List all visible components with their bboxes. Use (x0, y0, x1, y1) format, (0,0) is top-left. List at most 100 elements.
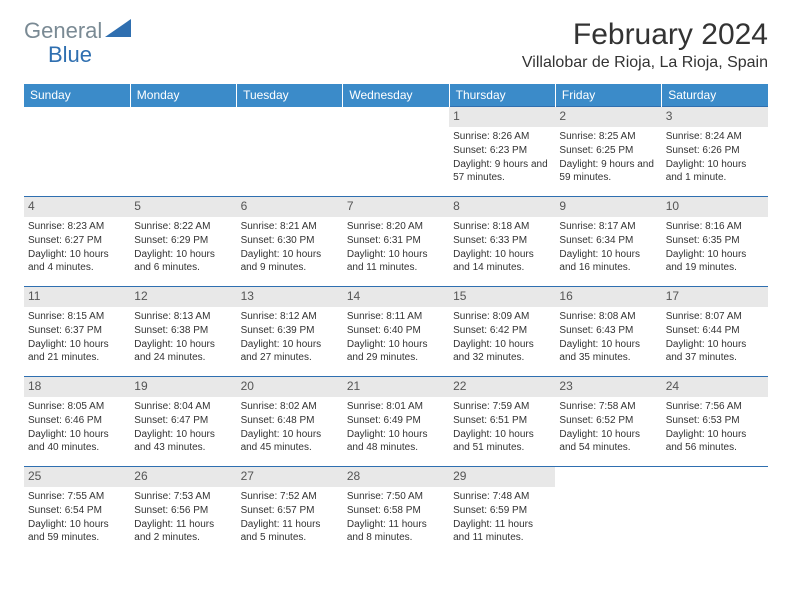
day-number: 4 (24, 197, 130, 217)
day-info: Sunrise: 8:26 AMSunset: 6:23 PMDaylight:… (453, 130, 551, 184)
day-number: 19 (130, 377, 236, 397)
sunrise-line: Sunrise: 8:13 AM (134, 310, 232, 323)
day-info: Sunrise: 8:22 AMSunset: 6:29 PMDaylight:… (134, 220, 232, 274)
calendar-cell (130, 107, 236, 197)
weekday-header: Monday (130, 84, 236, 107)
daylight-line: Daylight: 10 hours and 32 minutes. (453, 338, 551, 364)
day-info: Sunrise: 8:20 AMSunset: 6:31 PMDaylight:… (347, 220, 445, 274)
calendar-cell: 19Sunrise: 8:04 AMSunset: 6:47 PMDayligh… (130, 377, 236, 467)
sunrise-line: Sunrise: 8:18 AM (453, 220, 551, 233)
sunset-line: Sunset: 6:48 PM (241, 414, 339, 427)
calendar-cell: 9Sunrise: 8:17 AMSunset: 6:34 PMDaylight… (555, 197, 661, 287)
daylight-line: Daylight: 10 hours and 56 minutes. (666, 428, 764, 454)
sunrise-line: Sunrise: 8:01 AM (347, 400, 445, 413)
sunrise-line: Sunrise: 8:20 AM (347, 220, 445, 233)
sunrise-line: Sunrise: 8:23 AM (28, 220, 126, 233)
daylight-line: Daylight: 10 hours and 1 minute. (666, 158, 764, 184)
calendar-cell (555, 467, 661, 557)
day-number: 10 (662, 197, 768, 217)
daylight-line: Daylight: 10 hours and 16 minutes. (559, 248, 657, 274)
day-info: Sunrise: 8:08 AMSunset: 6:43 PMDaylight:… (559, 310, 657, 364)
weekday-header: Friday (555, 84, 661, 107)
day-number: 8 (449, 197, 555, 217)
calendar-cell (24, 107, 130, 197)
day-number: 21 (343, 377, 449, 397)
day-info: Sunrise: 7:55 AMSunset: 6:54 PMDaylight:… (28, 490, 126, 544)
calendar-cell: 27Sunrise: 7:52 AMSunset: 6:57 PMDayligh… (237, 467, 343, 557)
day-number: 12 (130, 287, 236, 307)
calendar-cell (343, 107, 449, 197)
sunrise-line: Sunrise: 8:17 AM (559, 220, 657, 233)
sunset-line: Sunset: 6:49 PM (347, 414, 445, 427)
sunset-line: Sunset: 6:38 PM (134, 324, 232, 337)
daylight-line: Daylight: 10 hours and 9 minutes. (241, 248, 339, 274)
weekday-header: Tuesday (237, 84, 343, 107)
title-block: February 2024 Villalobar de Rioja, La Ri… (522, 18, 768, 72)
weekday-header-row: SundayMondayTuesdayWednesdayThursdayFrid… (24, 84, 768, 107)
sunset-line: Sunset: 6:33 PM (453, 234, 551, 247)
sunrise-line: Sunrise: 8:16 AM (666, 220, 764, 233)
sunrise-line: Sunrise: 7:52 AM (241, 490, 339, 503)
day-number: 15 (449, 287, 555, 307)
day-info: Sunrise: 8:24 AMSunset: 6:26 PMDaylight:… (666, 130, 764, 184)
calendar-row: 11Sunrise: 8:15 AMSunset: 6:37 PMDayligh… (24, 287, 768, 377)
calendar-cell: 29Sunrise: 7:48 AMSunset: 6:59 PMDayligh… (449, 467, 555, 557)
header: General February 2024 Villalobar de Rioj… (24, 18, 768, 72)
daylight-line: Daylight: 10 hours and 59 minutes. (28, 518, 126, 544)
sunset-line: Sunset: 6:57 PM (241, 504, 339, 517)
day-info: Sunrise: 8:16 AMSunset: 6:35 PMDaylight:… (666, 220, 764, 274)
sunrise-line: Sunrise: 7:58 AM (559, 400, 657, 413)
month-title: February 2024 (522, 18, 768, 52)
sunrise-line: Sunrise: 7:59 AM (453, 400, 551, 413)
calendar-row: 4Sunrise: 8:23 AMSunset: 6:27 PMDaylight… (24, 197, 768, 287)
calendar-cell: 23Sunrise: 7:58 AMSunset: 6:52 PMDayligh… (555, 377, 661, 467)
calendar-cell: 10 Sunrise: 8:16 AMSunset: 6:35 PMDayligh… (662, 197, 768, 287)
calendar-cell: 28Sunrise: 7:50 AMSunset: 6:58 PMDayligh… (343, 467, 449, 557)
day-info: Sunrise: 8:05 AMSunset: 6:46 PMDaylight:… (28, 400, 126, 454)
day-info: Sunrise: 8:15 AMSunset: 6:37 PMDaylight:… (28, 310, 126, 364)
sunrise-line: Sunrise: 8:11 AM (347, 310, 445, 323)
day-info: Sunrise: 8:17 AMSunset: 6:34 PMDaylight:… (559, 220, 657, 274)
sunset-line: Sunset: 6:40 PM (347, 324, 445, 337)
daylight-line: Daylight: 11 hours and 5 minutes. (241, 518, 339, 544)
sunset-line: Sunset: 6:29 PM (134, 234, 232, 247)
day-info: Sunrise: 8:09 AMSunset: 6:42 PMDaylight:… (453, 310, 551, 364)
sunset-line: Sunset: 6:42 PM (453, 324, 551, 337)
day-number: 25 (24, 467, 130, 487)
day-number: 18 (24, 377, 130, 397)
calendar-cell: 12Sunrise: 8:13 AMSunset: 6:38 PMDayligh… (130, 287, 236, 377)
day-number: 14 (343, 287, 449, 307)
daylight-line: Daylight: 11 hours and 8 minutes. (347, 518, 445, 544)
daylight-line: Daylight: 10 hours and 19 minutes. (666, 248, 764, 274)
sunset-line: Sunset: 6:46 PM (28, 414, 126, 427)
day-number: 22 (449, 377, 555, 397)
calendar-cell: 11Sunrise: 8:15 AMSunset: 6:37 PMDayligh… (24, 287, 130, 377)
calendar-cell: 5Sunrise: 8:22 AMSunset: 6:29 PMDaylight… (130, 197, 236, 287)
calendar-cell: 3Sunrise: 8:24 AMSunset: 6:26 PMDaylight… (662, 107, 768, 197)
sunset-line: Sunset: 6:35 PM (666, 234, 764, 247)
calendar-cell: 25 Sunrise: 7:55 AMSunset: 6:54 PMDayligh… (24, 467, 130, 557)
calendar-cell: 18 Sunrise: 8:05 AMSunset: 6:46 PMDayligh… (24, 377, 130, 467)
sunrise-line: Sunrise: 7:53 AM (134, 490, 232, 503)
day-number: 26 (130, 467, 236, 487)
day-number: 13 (237, 287, 343, 307)
weekday-header: Wednesday (343, 84, 449, 107)
daylight-line: Daylight: 10 hours and 14 minutes. (453, 248, 551, 274)
calendar-cell: 21Sunrise: 8:01 AMSunset: 6:49 PMDayligh… (343, 377, 449, 467)
sunset-line: Sunset: 6:43 PM (559, 324, 657, 337)
sunset-line: Sunset: 6:47 PM (134, 414, 232, 427)
brand-part1: General (24, 18, 102, 44)
calendar-row: 18 Sunrise: 8:05 AMSunset: 6:46 PMDayligh… (24, 377, 768, 467)
calendar-cell: 15 Sunrise: 8:09 AMSunset: 6:42 PMDayligh… (449, 287, 555, 377)
calendar-cell: 6Sunrise: 8:21 AMSunset: 6:30 PMDaylight… (237, 197, 343, 287)
daylight-line: Daylight: 10 hours and 21 minutes. (28, 338, 126, 364)
sunrise-line: Sunrise: 8:15 AM (28, 310, 126, 323)
calendar-cell: 8 Sunrise: 8:18 AMSunset: 6:33 PMDaylight… (449, 197, 555, 287)
daylight-line: Daylight: 10 hours and 6 minutes. (134, 248, 232, 274)
sunset-line: Sunset: 6:56 PM (134, 504, 232, 517)
calendar-cell: 22Sunrise: 7:59 AMSunset: 6:51 PMDayligh… (449, 377, 555, 467)
day-info: Sunrise: 8:12 AMSunset: 6:39 PMDaylight:… (241, 310, 339, 364)
day-info: Sunrise: 8:07 AMSunset: 6:44 PMDaylight:… (666, 310, 764, 364)
calendar-cell: 14Sunrise: 8:11 AMSunset: 6:40 PMDayligh… (343, 287, 449, 377)
sunrise-line: Sunrise: 8:26 AM (453, 130, 551, 143)
